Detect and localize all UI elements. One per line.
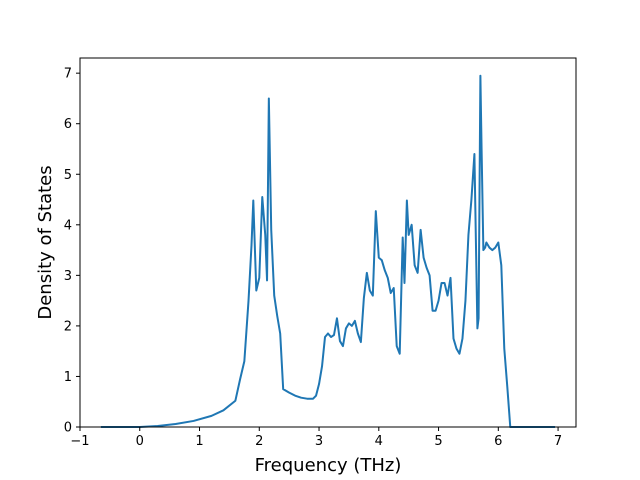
y-axis-label: Density of States — [35, 165, 56, 319]
x-tick-label: 3 — [315, 434, 323, 449]
x-tick-label: 7 — [554, 434, 562, 449]
y-tick-label: 1 — [64, 370, 72, 385]
x-tick-label: −1 — [70, 434, 89, 449]
plot-frame — [79, 57, 577, 428]
y-tick-label: 6 — [64, 117, 72, 132]
y-tick-label: 4 — [64, 218, 72, 233]
x-tick-label: 5 — [434, 434, 442, 449]
y-axis-ticks: 0 1 2 3 4 5 6 7 — [64, 67, 80, 436]
x-tick-label: 2 — [255, 434, 263, 449]
y-tick-label: 2 — [64, 319, 72, 334]
x-tick-label: 0 — [136, 434, 144, 449]
x-tick-label: 4 — [375, 434, 383, 449]
dos-series-line — [100, 74, 556, 428]
y-tick-label: 3 — [64, 269, 72, 284]
plot-series-group — [100, 74, 556, 428]
y-tick-label: 0 — [64, 421, 72, 436]
x-tick-label: 6 — [494, 434, 502, 449]
y-tick-label: 7 — [64, 67, 72, 82]
y-tick-label: 5 — [64, 168, 72, 183]
x-axis-ticks: −1 0 1 2 3 4 5 6 7 — [70, 427, 562, 449]
x-axis-label: Frequency (THz) — [255, 455, 402, 476]
x-tick-label: 1 — [195, 434, 203, 449]
